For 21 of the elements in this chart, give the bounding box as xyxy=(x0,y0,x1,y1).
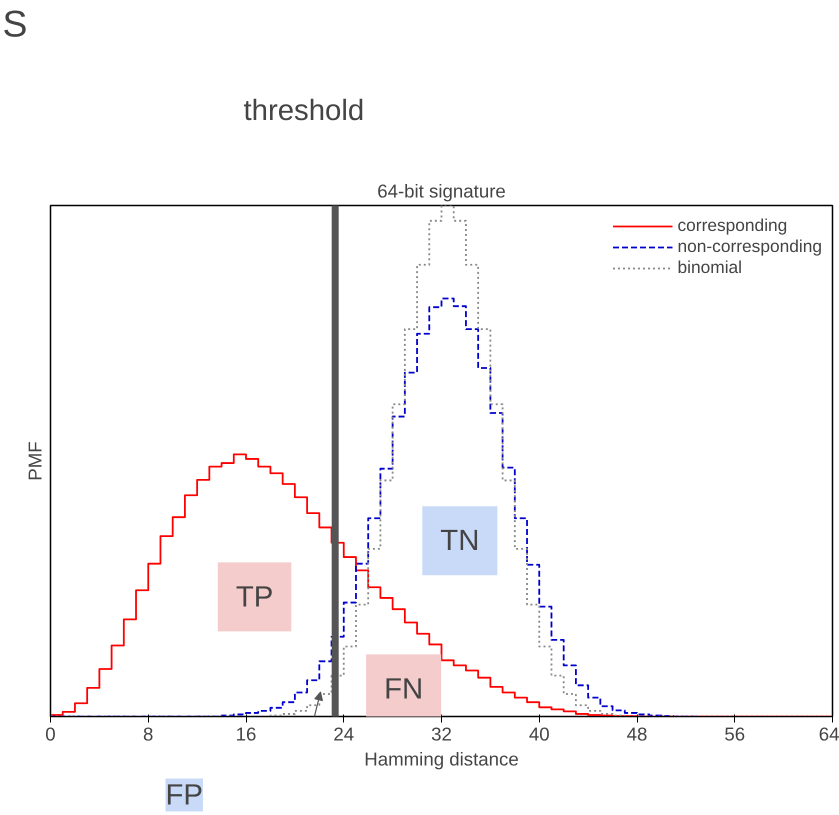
x-tick-label: 8 xyxy=(143,724,154,744)
x-tick-label: 56 xyxy=(724,724,746,744)
annotation: TP xyxy=(236,580,274,614)
x-tick-label: 32 xyxy=(431,724,452,744)
ref-line-label: threshold xyxy=(244,94,364,127)
x-axis-title: Hamming distance xyxy=(364,748,519,770)
x-tick-label: 64 xyxy=(818,724,839,744)
y-axis-title: PMF xyxy=(24,441,46,481)
text: FP xyxy=(166,778,203,812)
annotation: TN xyxy=(440,524,480,558)
annotation: FN xyxy=(384,672,424,706)
x-tick-label: 24 xyxy=(333,724,354,744)
text: S xyxy=(2,2,28,44)
x-tick-label: 40 xyxy=(528,724,550,744)
x-tick-label: 0 xyxy=(45,724,56,744)
x-tick-label: 48 xyxy=(626,724,648,744)
legend-label: non-corresponding xyxy=(678,236,822,257)
chart-title: 64-bit signature xyxy=(377,180,506,202)
legend-label: corresponding xyxy=(678,215,788,236)
legend-label: binomial xyxy=(678,257,742,278)
x-tick-label: 16 xyxy=(236,724,256,744)
